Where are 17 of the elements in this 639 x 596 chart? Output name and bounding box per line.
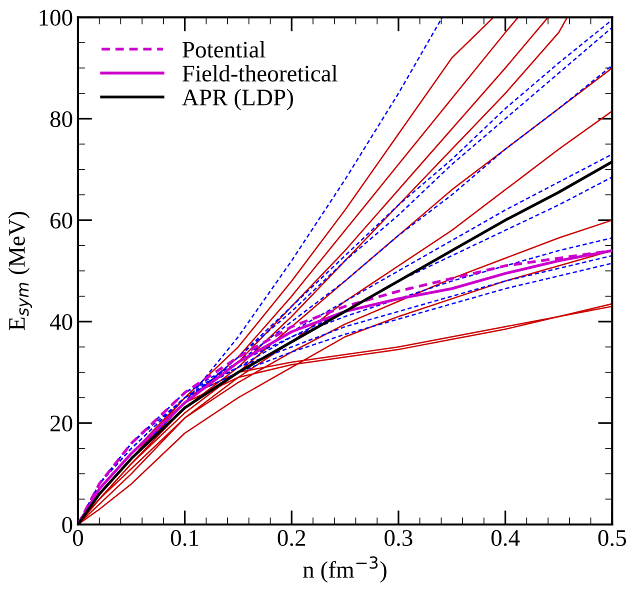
y-tick-label: 80 bbox=[50, 111, 72, 128]
legend-label: Field-theoretical bbox=[182, 64, 338, 82]
y-tick-label: 20 bbox=[50, 416, 72, 432]
y-tick-label: 60 bbox=[50, 212, 72, 229]
y-tick-label: 0 bbox=[62, 516, 72, 533]
x-tick-label: 0.1 bbox=[170, 530, 198, 546]
legend-label: APR (LDP) bbox=[182, 88, 293, 110]
y-tick-label: 100 bbox=[40, 10, 72, 26]
legend-label: Potential bbox=[182, 41, 266, 58]
y-tick-label: 40 bbox=[50, 314, 72, 330]
y-axis-title: E$_{sym}$ (MeV) bbox=[8, 212, 32, 330]
x-tick-label: 0 bbox=[72, 530, 83, 546]
x-tick-label: 0.5 bbox=[598, 530, 626, 546]
x-tick-label: 0.2 bbox=[278, 530, 306, 546]
x-tick-label: 0.3 bbox=[384, 530, 412, 546]
x-axis-title: n (fm$^{−3}$) bbox=[303, 556, 386, 583]
x-tick-label: 0.4 bbox=[491, 530, 520, 546]
